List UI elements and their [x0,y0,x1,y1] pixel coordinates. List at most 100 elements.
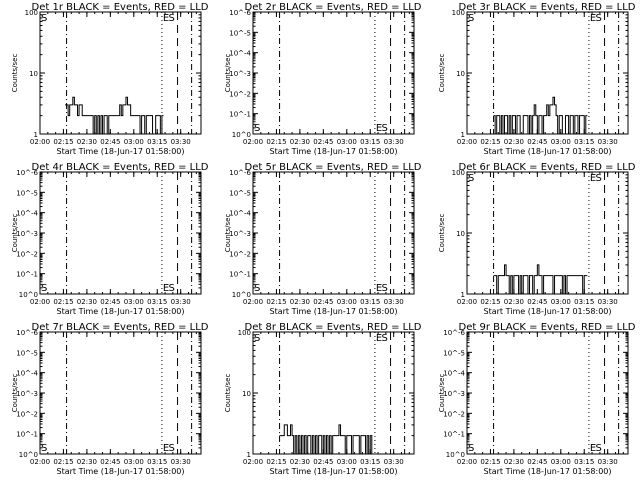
plot-frame [252,11,415,135]
plot-title: Det 3r BLACK = Events, RED = LLD [459,2,636,13]
x-tick-label: 02:30 [290,458,310,466]
y-tick-label: 10^-2 [229,90,251,98]
x-tick-label: 03:15 [147,458,167,466]
y-tick-label: 10^-3 [229,70,251,78]
x-tick-label: 03:30 [171,138,191,146]
x-tick-label: 02:45 [527,458,547,466]
marker-label: S [254,283,260,294]
y-tick-label: 100 [452,9,465,17]
y-axis-label: Counts/sec [224,54,232,93]
x-tick-label: 03:30 [598,138,618,146]
x-tick-label: 03:00 [124,298,144,306]
marker-label: S [169,283,175,294]
x-tick-label: 03:00 [551,458,571,466]
y-tick-label: 10^-2 [443,410,465,418]
marker-label: S [254,123,260,134]
x-tick-label: 02:00 [457,458,477,466]
x-tick-label: 02:15 [266,458,286,466]
y-tick-label: 100 [25,9,38,17]
y-tick-label: 10^-4 [443,370,465,378]
x-tick-label: 02:15 [480,298,500,306]
x-tick-label: 02:45 [100,138,120,146]
x-tick-label: 02:45 [100,458,120,466]
marker-label: S [382,123,388,134]
plot-panel-2: Det 2r BLACK = Events, RED = LLD Counts/s… [224,2,422,156]
plot-frame [252,171,415,295]
x-tick-label: 03:15 [360,138,380,146]
marker-label: S [596,13,602,24]
y-axis-label: Counts/sec [438,54,446,93]
plot-frame [39,11,202,135]
marker-label: S [596,173,602,184]
marker-label: S [468,13,474,24]
y-tick-label: 10^-2 [16,250,38,258]
x-tick-label: 03:30 [384,298,404,306]
y-tick-label: 1 [461,291,465,299]
y-tick-label: 10^-6 [229,9,251,17]
x-axis-label: Start Time (18-Jun-17 01:58:00) [57,147,185,156]
marker-label: E [590,173,596,184]
y-tick-label: 10^-5 [16,349,38,357]
y-tick-label: 10^-1 [16,271,38,279]
y-tick-label: 1 [461,131,465,139]
x-tick-label: 02:45 [527,298,547,306]
plot-panel-8: Det 8r BLACK = Events, RED = LLD Counts/s… [224,322,422,476]
x-tick-label: 02:30 [77,458,97,466]
marker-label: E [163,283,169,294]
x-tick-label: 02:00 [243,298,263,306]
y-tick-label: 10^-6 [16,169,38,177]
x-tick-label: 02:30 [290,138,310,146]
y-tick-label: 10 [456,230,465,238]
y-tick-label: 10^0 [446,451,465,459]
plot-panel-5: Det 5r BLACK = Events, RED = LLD Counts/s… [224,162,422,316]
x-tick-label: 02:00 [30,458,50,466]
x-axis-label: Start Time (18-Jun-17 01:58:00) [484,467,612,476]
x-tick-label: 02:00 [243,458,263,466]
y-tick-label: 10^-1 [229,271,251,279]
x-tick-label: 02:15 [53,458,73,466]
plot-panel-9: Det 9r BLACK = Events, RED = LLD Counts/s… [438,322,636,476]
y-axis-label: Counts/sec [224,214,232,253]
y-tick-label: 1 [34,131,38,139]
x-tick-label: 03:15 [360,458,380,466]
plot-panel-4: Det 4r BLACK = Events, RED = LLD Counts/s… [11,162,209,316]
y-tick-label: 10^-4 [16,210,38,218]
x-axis-label: Start Time (18-Jun-17 01:58:00) [270,307,398,316]
x-tick-label: 02:15 [53,138,73,146]
marker-label: E [376,333,382,344]
x-tick-label: 03:15 [360,298,380,306]
marker-label: E [163,13,169,24]
y-tick-label: 10^-1 [16,431,38,439]
plot-title: Det 9r BLACK = Events, RED = LLD [459,322,636,333]
y-tick-label: 10 [29,70,38,78]
marker-label: S [382,283,388,294]
plot-panel-7: Det 7r BLACK = Events, RED = LLD Counts/s… [11,322,209,476]
marker-label: S [169,443,175,454]
plot-frame [466,331,629,455]
x-tick-label: 02:00 [30,298,50,306]
y-tick-label: 10^-5 [16,189,38,197]
x-tick-label: 03:15 [574,298,594,306]
events-series-line [493,264,588,295]
x-tick-label: 03:30 [171,458,191,466]
plot-title: Det 5r BLACK = Events, RED = LLD [245,162,422,173]
x-tick-label: 02:00 [243,138,263,146]
x-tick-label: 02:00 [457,138,477,146]
plot-frame [39,331,202,455]
events-series-line [279,424,374,455]
events-series-line [65,96,164,135]
x-tick-label: 02:45 [527,138,547,146]
y-tick-label: 1 [247,451,251,459]
marker-label: S [382,333,388,344]
marker-label: S [41,13,47,24]
x-tick-label: 03:00 [124,138,144,146]
y-tick-label: 10 [456,70,465,78]
marker-label: S [41,443,47,454]
x-tick-label: 02:45 [313,138,333,146]
y-tick-label: 10^-2 [16,410,38,418]
x-tick-label: 03:15 [574,138,594,146]
y-tick-label: 10^-3 [229,230,251,238]
marker-label: S [254,333,260,344]
y-axis-label: Counts/sec [438,214,446,253]
y-axis-label: Counts/sec [224,374,232,413]
